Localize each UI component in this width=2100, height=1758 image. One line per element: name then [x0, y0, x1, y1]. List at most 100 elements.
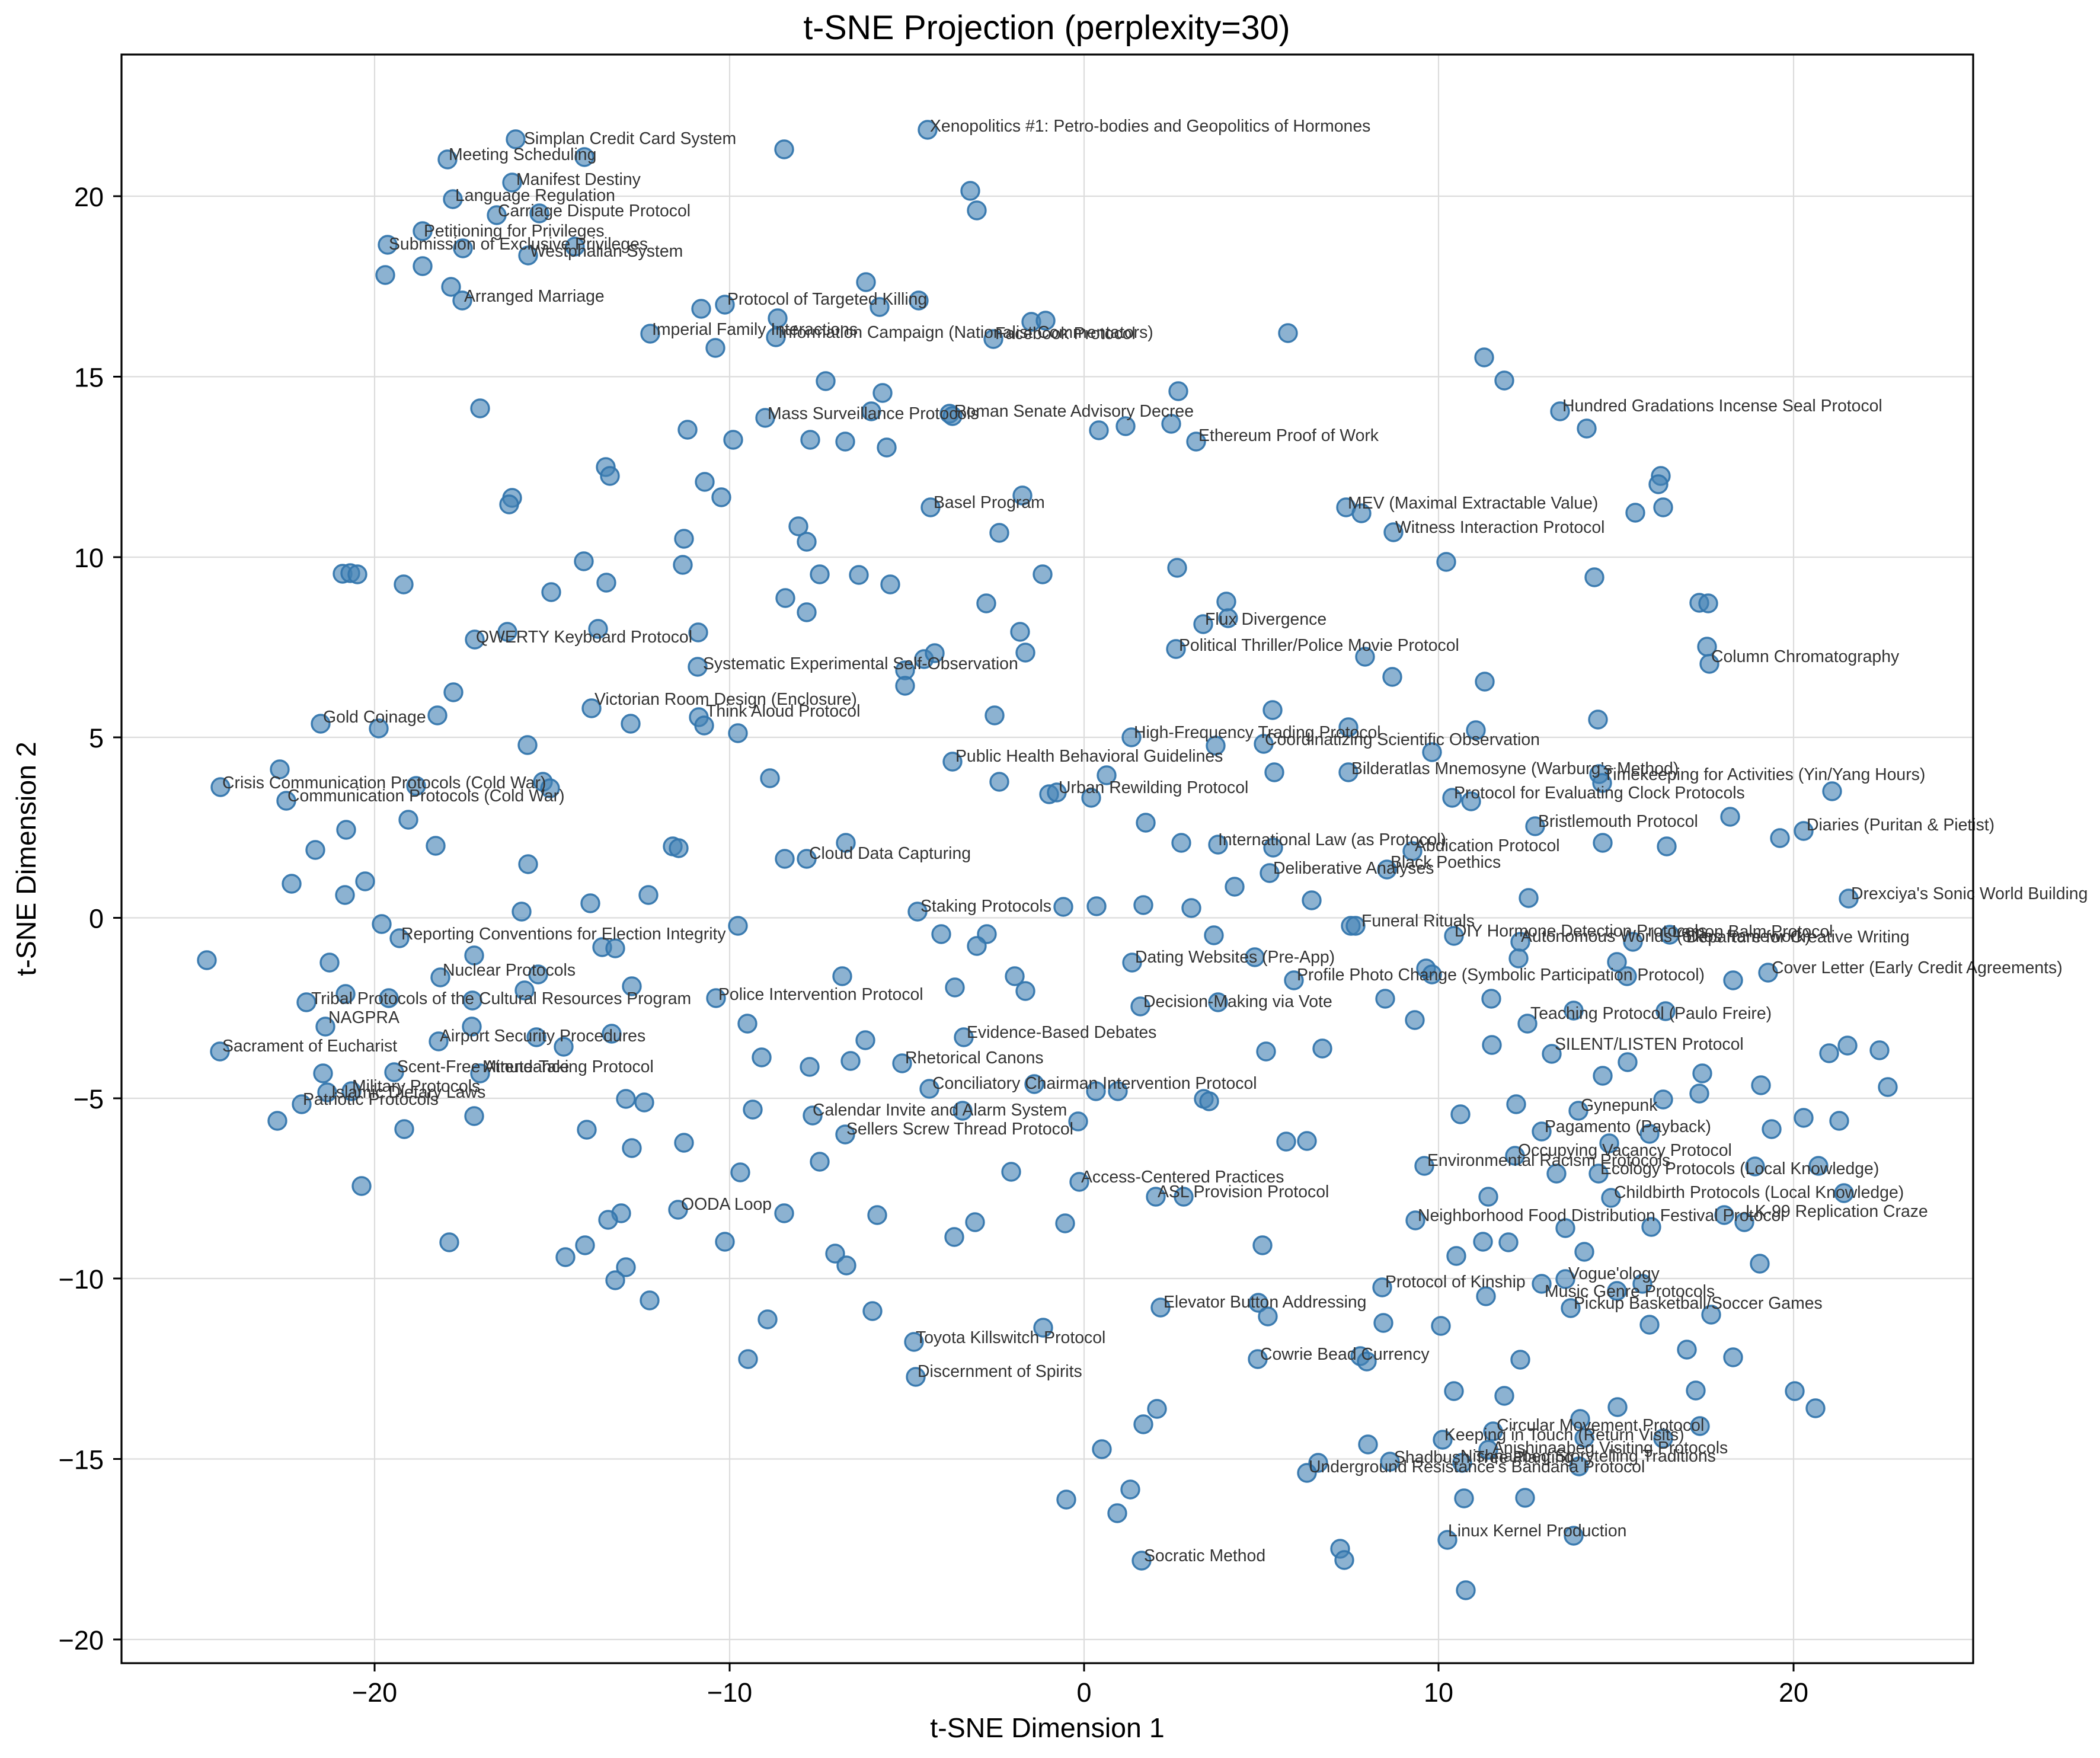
- svg-text:Access-Centered Practices: Access-Centered Practices: [1081, 1168, 1284, 1187]
- svg-text:International Law (as Protocol: International Law (as Protocol): [1218, 830, 1446, 849]
- svg-text:Sellers Screw Thread Protocol: Sellers Screw Thread Protocol: [846, 1120, 1073, 1139]
- svg-text:Lemon Balm Protocol: Lemon Balm Protocol: [1672, 922, 1833, 941]
- svg-text:Urban Rewilding Protocol: Urban Rewilding Protocol: [1059, 778, 1248, 797]
- svg-text:t-SNE Projection (perplexity=3: t-SNE Projection (perplexity=30): [803, 9, 1290, 47]
- svg-text:Roman Senate Advisory Decree: Roman Senate Advisory Decree: [954, 402, 1194, 421]
- svg-text:Teaching Protocol (Paulo Freir: Teaching Protocol (Paulo Freire): [1530, 1004, 1772, 1023]
- svg-text:Occupying Vacancy Protocol: Occupying Vacancy Protocol: [1518, 1141, 1732, 1160]
- svg-text:Witness Interaction Protocol: Witness Interaction Protocol: [1395, 518, 1604, 537]
- svg-text:20: 20: [74, 182, 104, 212]
- svg-text:Discernment of Spirits: Discernment of Spirits: [918, 1362, 1082, 1381]
- svg-text:Military Protocols: Military Protocols: [352, 1077, 480, 1096]
- svg-text:Political Thriller/Police Movi: Political Thriller/Police Movie Protocol: [1179, 636, 1459, 655]
- svg-text:Police Intervention Protocol: Police Intervention Protocol: [718, 985, 923, 1004]
- svg-text:−20: −20: [59, 1625, 104, 1655]
- svg-text:Environmental Racism Protocols: Environmental Racism Protocols: [1427, 1151, 1670, 1170]
- svg-text:MEV (Maximal Extractable Value: MEV (Maximal Extractable Value): [1348, 494, 1598, 513]
- svg-text:t-SNE Dimension 2: t-SNE Dimension 2: [11, 741, 41, 976]
- svg-text:QWERTY Keyboard Protocol: QWERTY Keyboard Protocol: [476, 628, 692, 647]
- svg-text:Funeral Rituals: Funeral Rituals: [1361, 912, 1475, 931]
- svg-text:Anishinaabeg Visiting Protocol: Anishinaabeg Visiting Protocols: [1492, 1439, 1728, 1457]
- svg-text:Pagamento (Payback): Pagamento (Payback): [1545, 1117, 1711, 1136]
- svg-text:LK-99 Replication Craze: LK-99 Replication Craze: [1746, 1202, 1928, 1221]
- svg-text:Information Campaign (National: Information Campaign (Nationalist Commen…: [778, 323, 1153, 342]
- svg-text:Cover Letter (Early Credit Agr: Cover Letter (Early Credit Agreements): [1772, 958, 2063, 977]
- svg-text:0: 0: [89, 904, 104, 934]
- svg-text:Reporting Conventions for Elec: Reporting Conventions for Election Integ…: [401, 925, 726, 944]
- svg-text:Communication Protocols (Cold: Communication Protocols (Cold War): [287, 787, 565, 806]
- svg-text:Socratic Method: Socratic Method: [1144, 1546, 1265, 1565]
- svg-text:Childbirth Protocols (Local Kn: Childbirth Protocols (Local Knowledge): [1614, 1183, 1904, 1202]
- svg-text:Cowrie Bead Currency: Cowrie Bead Currency: [1260, 1345, 1430, 1364]
- svg-text:High-Frequency Trading Protoco: High-Frequency Trading Protocol: [1134, 723, 1381, 742]
- svg-text:Nishnaabeg Storytelling Tradit: Nishnaabeg Storytelling Traditions: [1460, 1447, 1716, 1466]
- svg-text:t-SNE Dimension 1: t-SNE Dimension 1: [930, 1712, 1164, 1743]
- svg-text:Westphalian System: Westphalian System: [530, 242, 683, 261]
- svg-text:Column Chromatography: Column Chromatography: [1711, 647, 1900, 666]
- svg-text:Pickup Basketball/Soccer Games: Pickup Basketball/Soccer Games: [1574, 1294, 1823, 1313]
- svg-text:−10: −10: [707, 1677, 752, 1708]
- svg-text:Staking Protocols: Staking Protocols: [920, 897, 1051, 916]
- svg-text:20: 20: [1779, 1677, 1808, 1708]
- svg-text:Circular Movement Protocol: Circular Movement Protocol: [1497, 1416, 1704, 1435]
- svg-text:−10: −10: [59, 1264, 104, 1294]
- svg-text:Underground Resistance's Banda: Underground Resistance's Bandana Protoco…: [1309, 1457, 1645, 1476]
- svg-text:Calendar Invite and Alarm Syst: Calendar Invite and Alarm System: [813, 1101, 1067, 1120]
- svg-text:Linux Kernel Production: Linux Kernel Production: [1448, 1522, 1626, 1540]
- svg-text:Keeping in Touch (Return Visit: Keeping in Touch (Return Visits): [1444, 1425, 1685, 1444]
- svg-text:Cloud Data Capturing: Cloud Data Capturing: [809, 844, 971, 863]
- svg-text:Dating Websites (Pre-App): Dating Websites (Pre-App): [1135, 948, 1335, 967]
- svg-text:Conciliatory Chairman Interven: Conciliatory Chairman Intervention Proto…: [932, 1074, 1257, 1093]
- svg-text:Protocol of Targeted Killing: Protocol of Targeted Killing: [727, 290, 927, 309]
- svg-text:Drexciya's Sonic World Buildin: Drexciya's Sonic World Building: [1851, 884, 2088, 903]
- svg-text:Gynepunk: Gynepunk: [1581, 1096, 1658, 1115]
- svg-text:0: 0: [1076, 1677, 1091, 1708]
- svg-text:Sacrament of Eucharist: Sacrament of Eucharist: [222, 1037, 397, 1056]
- svg-text:Facebook Protocol: Facebook Protocol: [995, 324, 1136, 343]
- svg-text:Departure for Creative Writing: Departure for Creative Writing: [1686, 928, 1910, 947]
- svg-text:ASL Provision Protocol: ASL Provision Protocol: [1158, 1182, 1329, 1201]
- svg-text:Deliberative Analyses: Deliberative Analyses: [1273, 859, 1434, 878]
- svg-text:Rhetorical Canons: Rhetorical Canons: [905, 1049, 1044, 1067]
- svg-text:Petitioning for Privileges: Petitioning for Privileges: [424, 222, 605, 241]
- svg-text:Crisis Communication Protocols: Crisis Communication Protocols (Cold War…: [222, 773, 546, 792]
- svg-text:Ecology Protocols (Local Knowl: Ecology Protocols (Local Knowledge): [1600, 1159, 1879, 1178]
- svg-text:Autonomous Worlds (oikos frame: Autonomous Worlds (oikos framework): [1521, 927, 1811, 946]
- svg-text:Diaries (Puritan & Pietist): Diaries (Puritan & Pietist): [1807, 816, 1994, 835]
- svg-text:Elevator Button Addressing: Elevator Button Addressing: [1164, 1293, 1366, 1312]
- svg-text:Profile Photo Change (Symbolic: Profile Photo Change (Symbolic Participa…: [1297, 966, 1705, 985]
- svg-text:10: 10: [74, 543, 104, 573]
- svg-text:Ethereum Proof of Work: Ethereum Proof of Work: [1198, 426, 1379, 445]
- svg-text:Hundred Gradations Incense Sea: Hundred Gradations Incense Seal Protocol: [1562, 397, 1882, 415]
- svg-text:5: 5: [89, 723, 104, 753]
- svg-text:Xenopolitics #1: Petro-bodies: Xenopolitics #1: Petro-bodies and Geopol…: [930, 117, 1370, 136]
- svg-text:Shadbush Tree Planting: Shadbush Tree Planting: [1394, 1448, 1574, 1467]
- svg-text:Nuclear Protocols: Nuclear Protocols: [443, 961, 576, 980]
- svg-text:Airport Security Procedures: Airport Security Procedures: [440, 1027, 645, 1046]
- svg-text:OODA Loop: OODA Loop: [681, 1195, 772, 1214]
- svg-text:Language Regulation: Language Regulation: [455, 186, 615, 205]
- svg-text:10: 10: [1424, 1677, 1453, 1708]
- svg-text:Decision-Making via Vote: Decision-Making via Vote: [1143, 992, 1332, 1011]
- svg-text:Protocol of Kinship: Protocol of Kinship: [1385, 1273, 1526, 1292]
- svg-text:Islamic Dietary Laws: Islamic Dietary Laws: [331, 1083, 485, 1102]
- svg-text:Black Poethics: Black Poethics: [1391, 853, 1501, 872]
- svg-text:Patriotic Protocols: Patriotic Protocols: [303, 1090, 439, 1109]
- svg-text:Carriage Dispute Protocol: Carriage Dispute Protocol: [498, 202, 691, 220]
- svg-text:Meeting Scheduling: Meeting Scheduling: [449, 145, 596, 164]
- svg-text:Flux Divergence: Flux Divergence: [1205, 610, 1327, 629]
- svg-text:Victorian Room Design (Enclosu: Victorian Room Design (Enclosure): [594, 690, 857, 709]
- svg-text:Vogue'ology: Vogue'ology: [1568, 1264, 1660, 1283]
- svg-text:Scent-Free Attendance: Scent-Free Attendance: [397, 1057, 569, 1076]
- svg-text:Basel Program: Basel Program: [934, 493, 1045, 512]
- svg-text:15: 15: [74, 363, 104, 393]
- svg-text:−15: −15: [59, 1445, 104, 1475]
- svg-text:Bristlemouth Protocol: Bristlemouth Protocol: [1538, 812, 1698, 831]
- svg-text:Timekeeping for Activities (Yi: Timekeeping for Activities (Yin/Yang Hou…: [1603, 765, 1925, 784]
- svg-text:Public Health Behavioral Guide: Public Health Behavioral Guidelines: [955, 747, 1223, 766]
- svg-text:−5: −5: [73, 1084, 104, 1114]
- svg-text:Arranged Marriage: Arranged Marriage: [464, 287, 605, 306]
- svg-text:Coordinatizing Scientific Obse: Coordinatizing Scientific Observation: [1265, 730, 1540, 749]
- svg-text:SILENT/LISTEN Protocol: SILENT/LISTEN Protocol: [1555, 1035, 1744, 1054]
- svg-text:Systematic Experimental Self-O: Systematic Experimental Self-Observation: [703, 654, 1018, 673]
